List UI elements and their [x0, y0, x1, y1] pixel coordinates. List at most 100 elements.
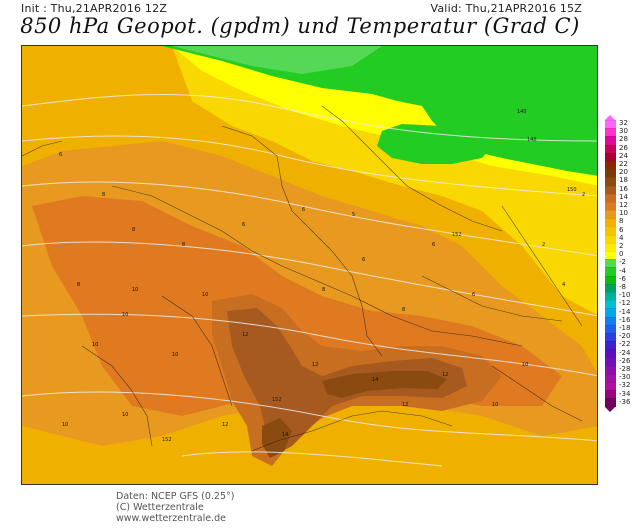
svg-text:8: 8 — [132, 227, 135, 233]
scale-segment — [605, 210, 616, 219]
svg-text:10: 10 — [202, 292, 208, 298]
scale-label: -12 — [619, 299, 631, 308]
svg-text:2: 2 — [582, 192, 585, 198]
footer-data-source: Daten: NCEP GFS (0.25°) — [116, 491, 235, 502]
scale-segment — [605, 185, 616, 194]
footer-website: www.wetterzentrale.de — [116, 513, 226, 524]
scale-segment — [605, 332, 616, 342]
scale-label: -32 — [619, 381, 631, 390]
scale-segment — [605, 341, 616, 350]
contour-labels: 140 148 150 152 152 152 — [162, 109, 577, 443]
svg-text:12: 12 — [312, 362, 318, 368]
scale-segment — [605, 308, 616, 317]
svg-text:10: 10 — [122, 412, 128, 418]
scale-label: 6 — [619, 225, 624, 234]
svg-text:5: 5 — [352, 212, 355, 218]
svg-text:6: 6 — [472, 292, 475, 298]
scale-segment — [605, 160, 616, 170]
svg-text:8: 8 — [402, 307, 405, 313]
geopotential-contours — [22, 93, 597, 467]
svg-text:4: 4 — [562, 282, 565, 288]
svg-text:6: 6 — [362, 257, 365, 263]
scale-segment — [605, 398, 616, 407]
contour-label: 150 — [567, 187, 577, 193]
scale-bottom-arrow — [605, 406, 615, 412]
color-scale-bar — [605, 115, 616, 412]
scale-label: 32 — [619, 119, 628, 127]
scale-label: 10 — [619, 209, 628, 218]
svg-text:6: 6 — [59, 152, 62, 158]
scale-label: 0 — [619, 250, 624, 259]
temperature-zone-green-lobe — [377, 124, 492, 164]
temperature-zone-hottest-south — [262, 418, 292, 458]
scale-label: -22 — [619, 340, 631, 349]
temperature-zone-hottest — [322, 371, 447, 398]
scale-top-arrow — [605, 115, 615, 120]
scale-label: -6 — [619, 274, 626, 283]
scale-segment — [605, 365, 616, 374]
country-borders — [22, 105, 583, 452]
scale-segment — [605, 291, 616, 301]
scale-segment — [605, 324, 616, 333]
svg-text:12: 12 — [442, 372, 448, 378]
scale-label: -34 — [619, 389, 631, 398]
scale-segment — [605, 373, 616, 382]
init-time: Init : Thu,21APR2016 12Z — [21, 2, 168, 15]
scale-segment — [605, 169, 616, 178]
scale-segment — [605, 259, 616, 268]
scale-segment — [605, 193, 616, 202]
svg-text:12: 12 — [402, 402, 408, 408]
scale-segment — [605, 144, 616, 153]
footer-copyright: (C) Wetterzentrale — [116, 502, 204, 513]
scale-label: 16 — [619, 184, 628, 193]
svg-text:14: 14 — [372, 377, 378, 383]
svg-text:14: 14 — [282, 432, 288, 438]
scale-label: -4 — [619, 266, 626, 275]
scale-label: 14 — [619, 192, 628, 201]
svg-text:2: 2 — [542, 242, 545, 248]
scale-segment — [605, 218, 616, 227]
svg-text:8: 8 — [182, 242, 185, 248]
scale-label: -2 — [619, 258, 626, 267]
color-scale: 32 30 28 26 24 22 20 18 16 14 12 10 8 6 4 2 0 -2 -4 -6 -8 -10… — [605, 115, 635, 415]
svg-text:10: 10 — [522, 362, 528, 368]
scale-segment — [605, 357, 616, 366]
temperature-markers: 6 8 8 8 6 6 5 6 6 8 10 10 8 8 6 10 10 12 12 14 12 10 10… — [59, 152, 585, 438]
svg-text:10: 10 — [132, 287, 138, 293]
scale-segment — [605, 177, 616, 186]
scale-segment — [605, 136, 616, 145]
scale-label: 12 — [619, 201, 628, 209]
scale-label: 28 — [619, 135, 628, 144]
map-title: 850 hPa Geopot. (gpdm) und Temperatur (G… — [20, 14, 580, 38]
contour-label: 148 — [527, 137, 537, 143]
scale-segment — [605, 201, 616, 211]
scale-label: 30 — [619, 127, 628, 136]
weather-map: 6 8 8 8 6 6 5 6 6 8 10 10 8 8 6 10 10 12 12 14 12 10 10… — [21, 45, 598, 485]
scale-segment — [605, 283, 616, 292]
valid-time: Valid: Thu,21APR2016 15Z — [430, 2, 582, 15]
svg-text:10: 10 — [492, 402, 498, 408]
svg-text:12: 12 — [222, 422, 228, 428]
scale-segment — [605, 390, 616, 399]
svg-text:10: 10 — [92, 342, 98, 348]
svg-text:10: 10 — [62, 422, 68, 428]
scale-label: -24 — [619, 348, 631, 357]
scale-label: 20 — [619, 168, 628, 177]
svg-text:8: 8 — [102, 192, 105, 198]
scale-label: 2 — [619, 242, 624, 250]
scale-label: -30 — [619, 373, 631, 382]
svg-text:8: 8 — [77, 282, 80, 288]
scale-label: -26 — [619, 356, 631, 365]
scale-label: -18 — [619, 324, 631, 332]
scale-label: -28 — [619, 365, 631, 373]
scale-segment — [605, 128, 616, 137]
scale-segment — [605, 349, 616, 358]
footer-credits: Daten: NCEP GFS (0.25°) (C) Wetterzentra… — [116, 491, 234, 524]
svg-text:8: 8 — [322, 287, 325, 293]
svg-text:6: 6 — [242, 222, 245, 228]
scale-segment — [605, 234, 616, 243]
temperature-zone-green — [162, 46, 597, 176]
contour-label: 152 — [452, 232, 462, 238]
scale-label: 18 — [619, 176, 628, 185]
contour-label: 152 — [272, 397, 282, 403]
